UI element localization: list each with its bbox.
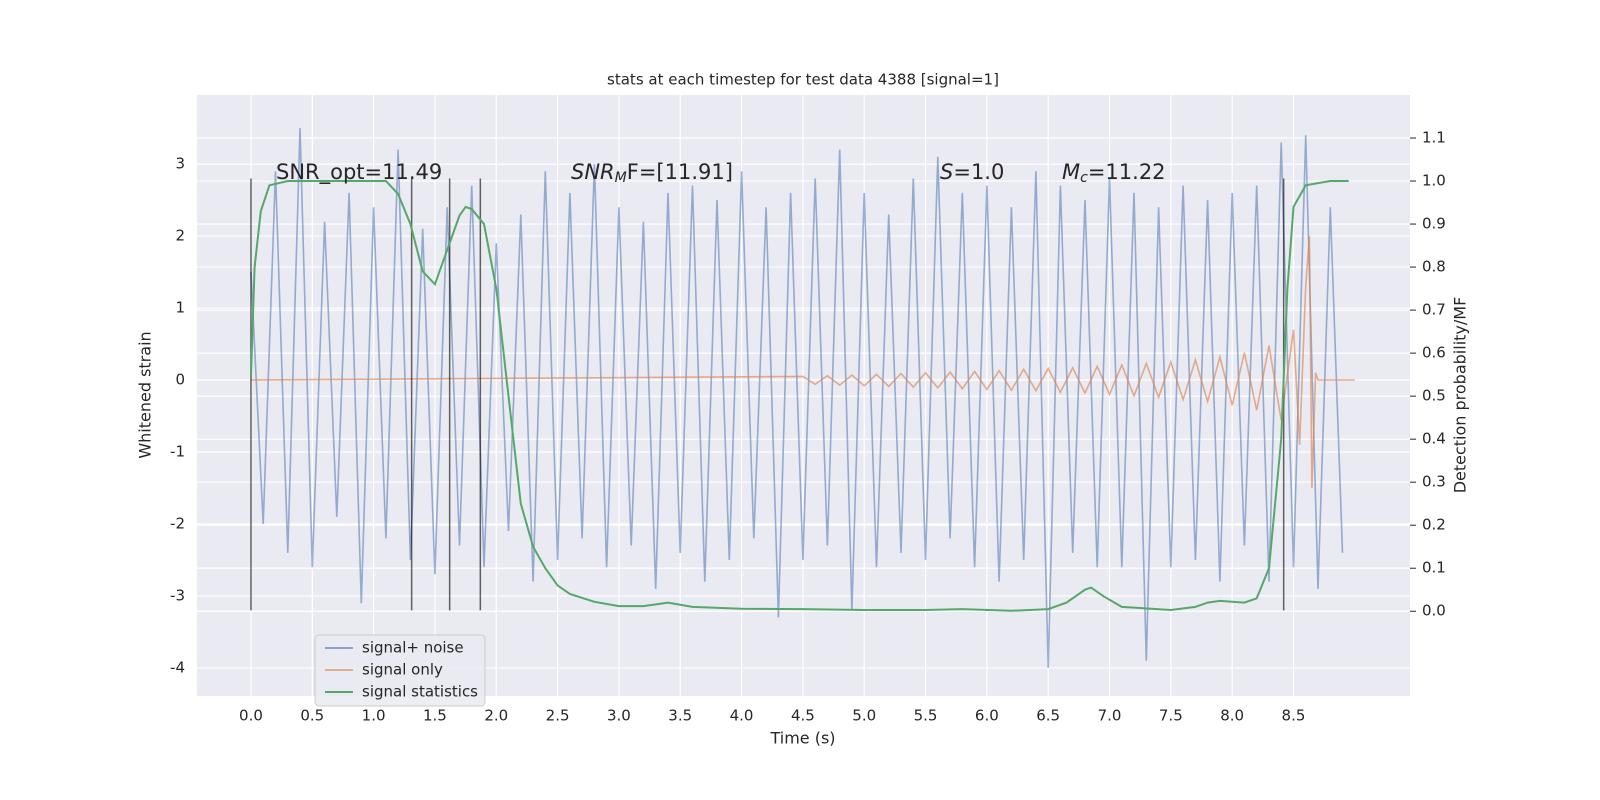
annotation-text: SNR	[571, 160, 615, 184]
x-tick-label: 3.0	[607, 707, 631, 725]
y2-axis-label: Detection probability/MF	[1451, 297, 1470, 494]
x-tick-label: 5.0	[852, 707, 876, 725]
y2-tick-label: 0.9	[1422, 215, 1446, 233]
x-tick-label: 7.5	[1159, 707, 1183, 725]
y2-tick-label: 1.0	[1422, 172, 1446, 190]
y2-tick-label: 1.1	[1422, 129, 1446, 147]
y2-tick-label: 0.2	[1422, 516, 1446, 534]
annotation: SNRMF=[11.91]	[571, 160, 733, 186]
legend-box	[314, 634, 486, 707]
y2-tick-label: 0.3	[1422, 473, 1446, 491]
y2-tick-label: 0.8	[1422, 258, 1446, 276]
x-tick-label: 3.5	[668, 707, 692, 725]
series-line	[250, 180, 1349, 612]
y-tick-label: 0	[175, 371, 185, 389]
y2-tick-label: 0.5	[1422, 387, 1446, 405]
x-tick-label: 1.0	[362, 707, 386, 725]
annotation-tail: =1.0	[953, 160, 1004, 184]
y-tick-label: -4	[170, 658, 185, 676]
y-tick-label: -2	[170, 514, 185, 532]
x-tick-label: 1.5	[423, 707, 447, 725]
x-tick-label: 5.5	[914, 707, 938, 725]
y-tick-label: 1	[175, 299, 185, 317]
legend-label: signal statistics	[362, 683, 478, 701]
annotation-sub: c	[1080, 170, 1088, 186]
x-axis-label: Time (s)	[769, 729, 835, 748]
annotation: S=1.0	[940, 160, 1004, 184]
y-tick-label: -1	[170, 443, 185, 461]
x-tick-label: 4.5	[791, 707, 815, 725]
x-tick-label: 0.0	[239, 707, 263, 725]
x-tick-label: 2.0	[484, 707, 508, 725]
annotation-sub: M	[615, 170, 627, 186]
annotation-text: M	[1062, 160, 1080, 184]
y-tick-label: 2	[175, 227, 185, 245]
annotation-text: S	[940, 160, 953, 184]
y-axis-label: Whitened strain	[136, 331, 155, 458]
annotation: SNR_opt=11.49	[276, 160, 442, 185]
legend-label: signal+ noise	[362, 639, 464, 657]
y2-tick-label: 0.7	[1422, 301, 1446, 319]
annotation-tail: =11.22	[1088, 160, 1166, 184]
y2-tick-label: 0.1	[1422, 559, 1446, 577]
x-tick-label: 8.0	[1220, 707, 1244, 725]
x-tick-label: 6.5	[1036, 707, 1060, 725]
plot-area	[197, 95, 1410, 696]
annotation-tail: F=[11.91]	[627, 160, 733, 184]
y2-tick-label: 0.0	[1422, 602, 1446, 620]
chart-title: stats at each timestep for test data 438…	[607, 71, 999, 89]
y-tick-label: 3	[175, 155, 185, 173]
y2-tick-label: 0.4	[1422, 430, 1446, 448]
annotation-text: SNR_opt=11.49	[276, 160, 442, 185]
x-tick-label: 8.5	[1282, 707, 1306, 725]
x-tick-label: 6.0	[975, 707, 999, 725]
y2-tick-label: 0.6	[1422, 344, 1446, 362]
y-tick-label: -3	[170, 586, 185, 604]
legend-label: signal only	[362, 661, 443, 679]
x-tick-label: 7.0	[1098, 707, 1122, 725]
x-tick-label: 4.0	[730, 707, 754, 725]
x-tick-label: 2.5	[546, 707, 570, 725]
annotation: Mc=11.22	[1062, 160, 1166, 186]
x-tick-label: 0.5	[300, 707, 324, 725]
